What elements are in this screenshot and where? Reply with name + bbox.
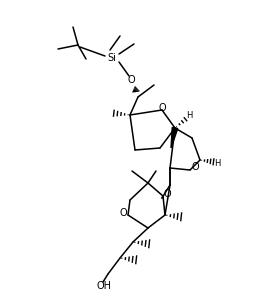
Polygon shape (171, 127, 178, 148)
Text: O: O (163, 189, 171, 199)
Text: O: O (191, 162, 199, 172)
Text: H: H (214, 159, 220, 167)
Text: H: H (186, 111, 192, 120)
Text: O: O (127, 75, 135, 85)
Text: OH: OH (96, 281, 112, 291)
Text: O: O (158, 103, 166, 113)
Text: O: O (119, 208, 127, 218)
Text: Si: Si (108, 53, 116, 63)
